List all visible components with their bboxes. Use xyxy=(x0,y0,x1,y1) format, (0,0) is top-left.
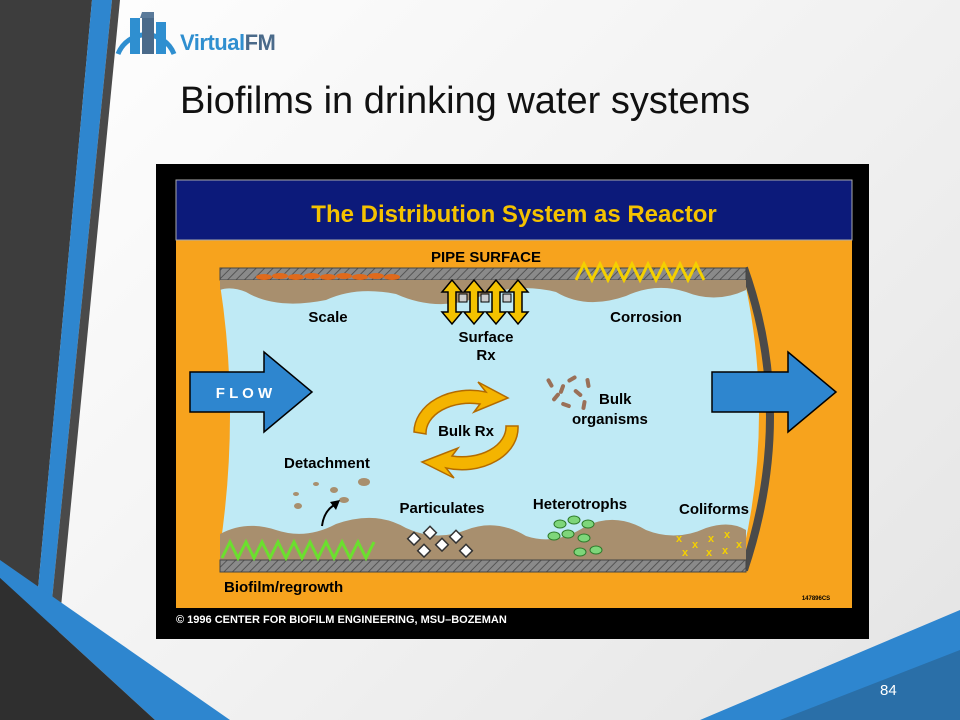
svg-text:x: x xyxy=(676,533,683,545)
header-bar xyxy=(175,179,853,241)
page-number: 84 xyxy=(880,682,897,699)
svg-text:x: x xyxy=(692,539,699,551)
label-surface-rx-1: Surface xyxy=(458,329,513,346)
biofilm-zigzag xyxy=(220,538,376,562)
corrosion-zigzag xyxy=(574,260,706,284)
label-scale: Scale xyxy=(308,309,347,326)
bottom-right-stripe-dark xyxy=(780,650,960,720)
detachment-arrowhead xyxy=(330,500,340,510)
biofilm-deposit-bottom xyxy=(220,517,746,560)
label-flow: F L O W xyxy=(216,385,273,402)
logo-text-fm: FM xyxy=(244,30,276,55)
svg-text:x: x xyxy=(706,547,713,559)
pipe-wall-bottom xyxy=(219,559,747,573)
label-surface-rx-2: Rx xyxy=(476,347,496,364)
label-bulk-organisms-2: organisms xyxy=(572,411,648,428)
logo-text: VirtualFM xyxy=(180,30,276,56)
label-corrosion: Corrosion xyxy=(610,309,682,326)
diagram-header: The Distribution System as Reactor xyxy=(311,201,716,228)
pipe-end xyxy=(740,266,774,572)
left-stripe-dark-2 xyxy=(40,0,120,720)
bottom-stripe-dark xyxy=(0,578,155,720)
label-pipe-surface: PIPE SURFACE xyxy=(431,249,541,266)
water-body xyxy=(220,278,759,548)
svg-text:x: x xyxy=(724,529,731,541)
scale-flakes xyxy=(256,273,400,280)
left-stripe-blue xyxy=(26,0,112,720)
reactor-diagram: The Distribution System as Reactor PIPE … xyxy=(156,164,869,639)
svg-text:x: x xyxy=(682,547,689,559)
svg-text:x: x xyxy=(722,545,729,557)
surface-rx-squares xyxy=(458,293,512,303)
bottom-stripe-blue xyxy=(0,560,230,720)
building-icon xyxy=(115,12,177,56)
label-particulates: Particulates xyxy=(399,500,484,517)
slide-title: Biofilms in drinking water systems xyxy=(180,80,751,122)
bulk-organism-rods xyxy=(546,375,591,410)
flow-arrow-right xyxy=(711,350,838,434)
surface-rx-arrows xyxy=(440,278,530,326)
logo-text-virtual: Virtual xyxy=(180,30,245,55)
label-heterotrophs: Heterotrophs xyxy=(533,496,627,513)
flow-arrow-left xyxy=(189,350,314,434)
label-detachment: Detachment xyxy=(284,455,370,472)
svg-text:x: x xyxy=(708,533,715,545)
label-bulk-rx: Bulk Rx xyxy=(438,423,495,440)
svg-text:x: x xyxy=(736,539,743,551)
detachment-particles xyxy=(293,478,370,509)
label-biofilm-regrowth: Biofilm/regrowth xyxy=(224,579,343,596)
figure-code: 147896CS xyxy=(802,596,830,602)
label-coliforms: Coliforms xyxy=(679,501,749,518)
bulk-rx-cycle-icon xyxy=(413,381,519,479)
label-bulk-organisms-1: Bulk xyxy=(599,391,632,408)
virtualfm-logo xyxy=(112,4,312,58)
left-stripe-dark xyxy=(0,0,92,720)
heterotroph-cells xyxy=(547,515,603,557)
copyright-notice: © 1996 CENTER FOR BIOFILM ENGINEERING, M… xyxy=(176,614,507,626)
particulate-diamonds xyxy=(406,525,474,559)
